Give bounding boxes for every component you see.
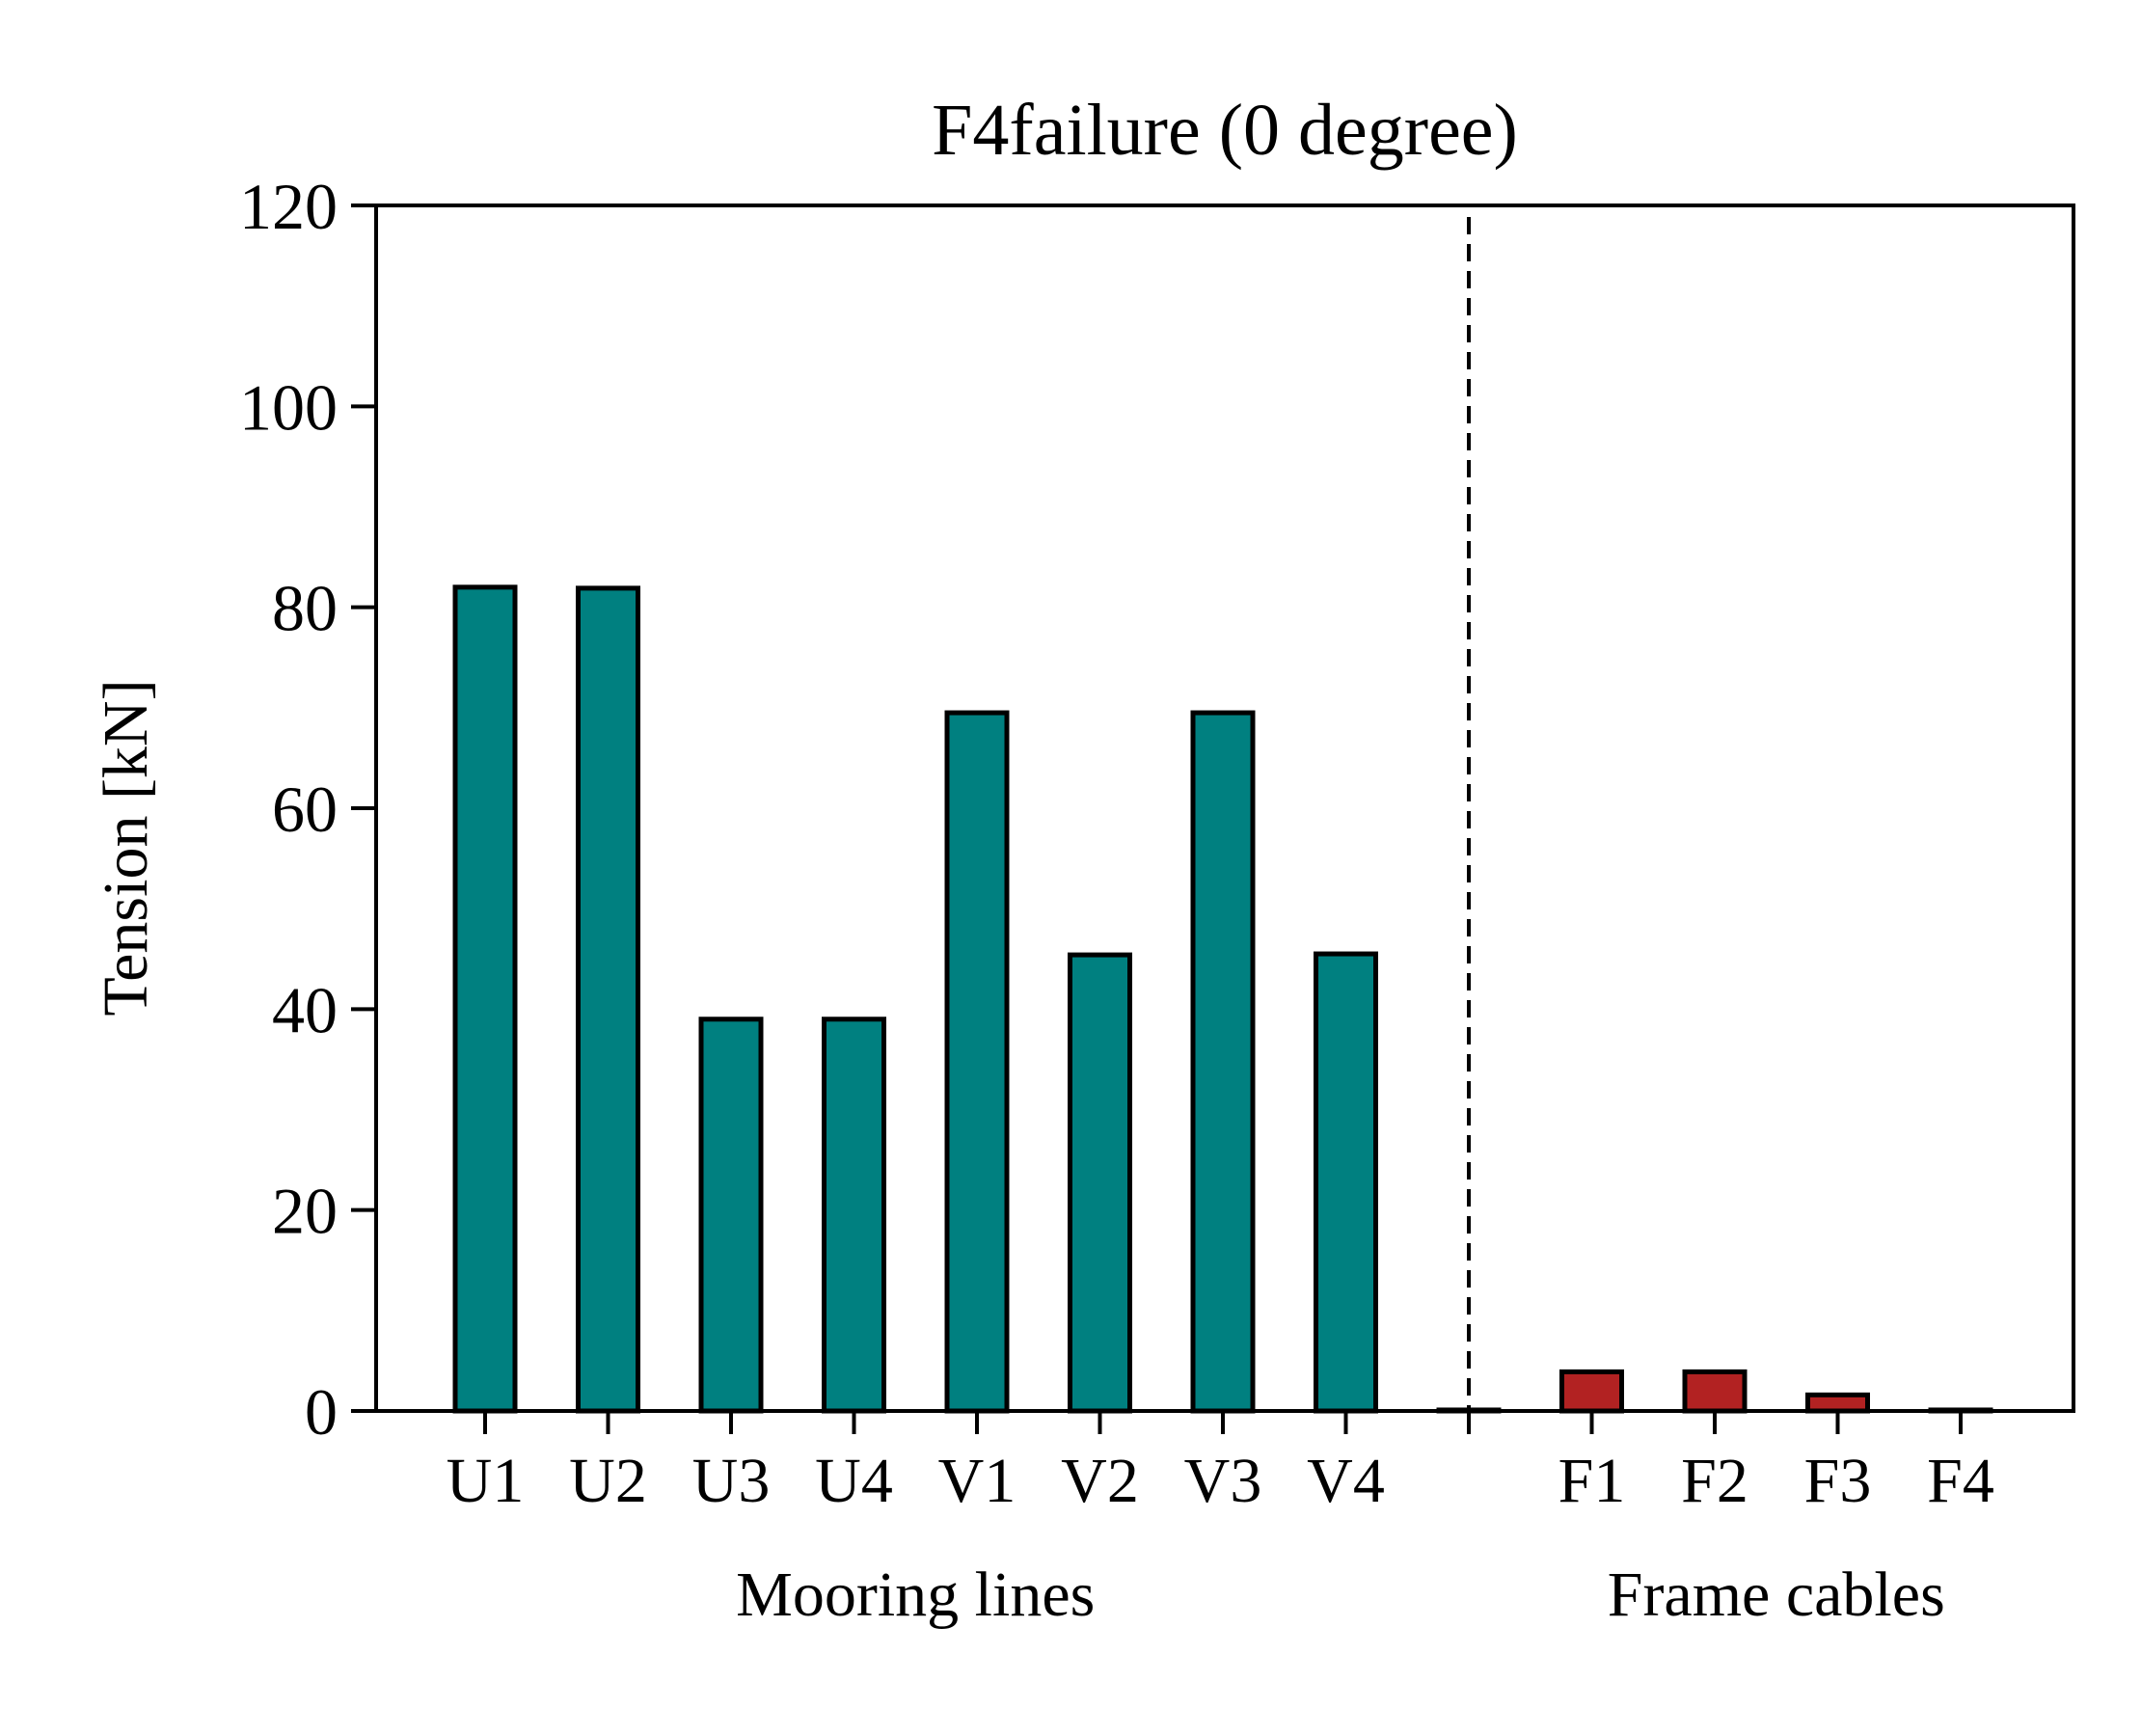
x-tick-label-F2: F2 xyxy=(1681,1446,1748,1516)
y-tick-label: 40 xyxy=(272,973,338,1046)
bar-V1 xyxy=(944,710,1010,1414)
x-tick-label-V3: V3 xyxy=(1184,1446,1262,1516)
y-axis-label: Tension [kN] xyxy=(91,679,161,1016)
group-label: Mooring lines xyxy=(736,1560,1095,1630)
x-tick-label-V1: V1 xyxy=(938,1446,1016,1516)
bar-F1 xyxy=(1559,1369,1624,1414)
x-tick-label-U2: U2 xyxy=(569,1446,647,1516)
y-tick-label: 120 xyxy=(239,170,338,243)
x-tick-label-U4: U4 xyxy=(815,1446,893,1516)
y-axis-ticks: 0 20 40 60 80 100 120 xyxy=(239,170,376,1449)
y-tick-label: 20 xyxy=(272,1175,338,1248)
x-tick-label-V4: V4 xyxy=(1307,1446,1385,1516)
group-label: Frame cables xyxy=(1608,1560,1945,1630)
y-tick-label: 0 xyxy=(305,1375,338,1449)
bar-V3 xyxy=(1190,710,1256,1414)
x-tick-label-F4: F4 xyxy=(1927,1446,1994,1516)
y-tick-label: 60 xyxy=(272,773,338,846)
y-tick-label: 100 xyxy=(239,370,338,444)
bar-V4 xyxy=(1314,951,1378,1414)
bar-U2 xyxy=(576,585,640,1414)
group-labels: Mooring lines Frame cables xyxy=(736,1560,1945,1630)
x-axis-ticks: U1 U2 U3 U4 V1 V2 V3 V4 F1 F2 F3 F4 xyxy=(447,1411,1994,1516)
bar-U1 xyxy=(452,584,518,1414)
x-tick-label-F1: F1 xyxy=(1558,1446,1626,1516)
bar-U3 xyxy=(698,1017,764,1414)
x-tick-label-U1: U1 xyxy=(447,1446,525,1516)
bar-F3 xyxy=(1805,1392,1870,1414)
bar-F2 xyxy=(1682,1369,1748,1414)
bar-U4 xyxy=(822,1017,886,1414)
bar-V2 xyxy=(1068,952,1132,1414)
chart-title: F4failure (0 degree) xyxy=(932,90,1518,171)
bars-group xyxy=(452,584,1993,1414)
x-tick-label-U3: U3 xyxy=(692,1446,771,1516)
y-tick-label: 80 xyxy=(272,572,338,645)
x-tick-label-V2: V2 xyxy=(1061,1446,1139,1516)
x-tick-label-F3: F3 xyxy=(1804,1446,1872,1516)
